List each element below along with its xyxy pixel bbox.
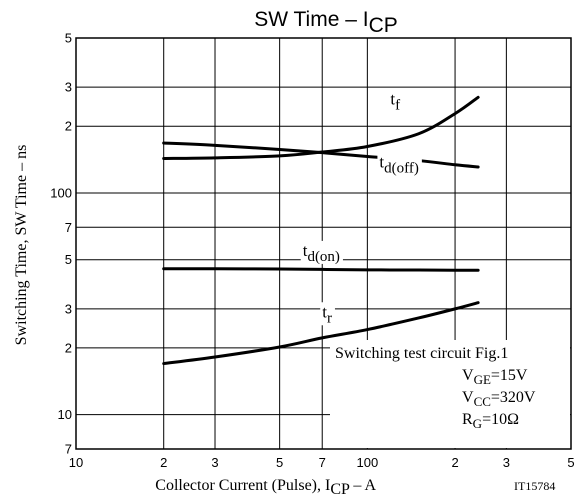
series-label-bg [300,240,343,264]
y-tick-label: 100 [50,185,72,200]
y-tick-label: 2 [65,119,72,134]
x-tick-label: 2 [160,455,167,470]
x-tick-label: 2 [451,455,458,470]
series-label-bg [377,152,422,176]
annotation-line: VGE=15V [462,367,528,387]
series-line-td_on [162,267,480,272]
y-tick-label: 7 [65,442,72,457]
x-tick-label: 10 [69,455,83,470]
x-tick-label: 7 [319,455,326,470]
x-tick-label: 5 [567,455,574,470]
x-tick-label: 100 [357,455,379,470]
annotation-bg [330,340,570,448]
plot-frame [75,37,572,450]
x-tick-label: 3 [503,455,510,470]
x-tick-labels: 10 2 3 5 7 100 2 3 5 [69,455,575,470]
x-tick-label: 3 [211,455,218,470]
annotation-line: RG=10Ω [462,411,519,431]
series-label-td_off: td(off) [379,153,418,177]
y-tick-label: 5 [65,252,72,267]
series-line-td_off [162,141,480,169]
grid [76,38,571,449]
y-tick-label: 7 [65,220,72,235]
series-label-tr: tr [322,302,332,326]
annotation-box: Switching test circuit Fig.1 VGE=15VVCC=3… [330,340,570,448]
annotation-line: VCC=320V [462,389,536,409]
figure-id: IT15784 [514,479,555,493]
x-tick-label: 5 [276,455,283,470]
series-label-tf: tf [390,90,400,114]
series-label-td_on: td(on) [303,241,340,265]
y-axis-label: Switching Time, SW Time – ns [13,145,30,346]
series-label-bg [320,302,335,326]
x-axis-label: Collector Current (Pulse), ICP – A [155,477,376,498]
annotation-line: Switching test circuit Fig.1 [335,345,508,362]
y-tick-label: 5 [65,31,72,46]
series-group: tf td(off) td(on) tr [162,89,480,366]
y-tick-label: 3 [65,301,72,316]
chart-title: SW Time – ICP [254,8,398,37]
y-tick-label: 10 [58,407,72,422]
series-label-bg [388,89,404,113]
y-tick-label: 2 [65,340,72,355]
y-tick-labels: 7 10 2 3 5 7 100 2 3 5 [50,31,72,457]
series-line-tf [162,95,480,161]
y-tick-label: 3 [65,80,72,95]
series-line-tr [162,301,480,366]
